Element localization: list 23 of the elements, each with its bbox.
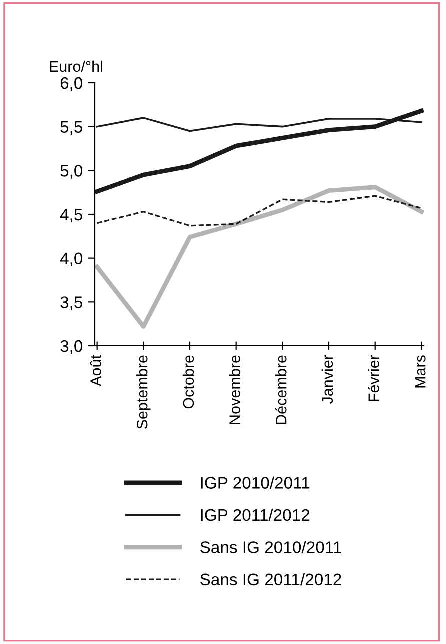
x-tick-label: Janvier — [322, 355, 334, 404]
x-tick-label: Octobre — [182, 356, 194, 409]
x-tick-label: Août — [90, 355, 102, 386]
y-axis-title: Euro/°hl — [50, 60, 102, 72]
y-tick-label: 5,0 — [60, 165, 83, 179]
y-tick-label: 3,5 — [60, 296, 82, 310]
y-tick-label: 6,0 — [60, 77, 83, 92]
line-series — [96, 195, 423, 227]
line-series — [95, 108, 424, 194]
x-tick-label: Novembre — [229, 356, 240, 424]
legend-label: Sans IG 2010/2011 — [200, 541, 342, 554]
legend-label: IGP 2010/2011 — [201, 476, 310, 489]
x-tick-label: Septembre — [136, 356, 151, 430]
x-tick-label: Février — [368, 355, 380, 402]
y-tick-label: 4,0 — [60, 252, 83, 267]
y-tick-label: 3,0 — [60, 340, 83, 354]
legend-label: Sans IG 2011/2012 — [200, 573, 342, 586]
x-tick-label: Mars — [415, 356, 426, 388]
x-tick-label: Décembre — [275, 356, 287, 424]
legend-label: IGP 2011/2012 — [201, 508, 310, 522]
line-series — [95, 185, 424, 329]
y-tick-label: 4,5 — [60, 209, 82, 223]
y-tick-label: 5,5 — [60, 121, 82, 136]
